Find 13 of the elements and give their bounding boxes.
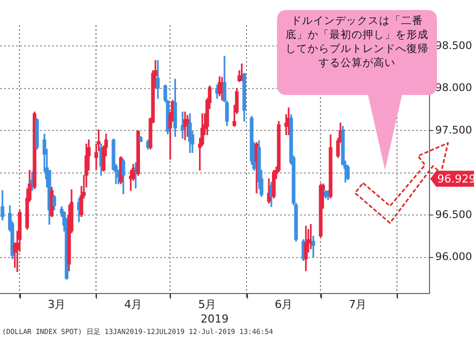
y-tick-label: 98.000 — [435, 82, 472, 94]
x-tick-label: 4月 — [124, 298, 142, 312]
text: 96.929 — [437, 172, 475, 186]
x-tick-label: 7月 — [348, 298, 367, 312]
y-tick-label: 96.000 — [435, 251, 472, 264]
y-tick-label: 96.500 — [435, 208, 472, 221]
x-axis-title: 2019 — [200, 312, 229, 326]
x-tick-label: 5月 — [198, 298, 216, 312]
y-tick-label: 98.500 — [435, 40, 472, 52]
y-tick-label: 97.500 — [435, 124, 472, 136]
x-tick-label: 6月 — [274, 298, 293, 312]
annotation: ドルインデックスは「二番底」か「最初の押し」を形成してからブルトレンドへ復帰する公算が高い — [284, 14, 430, 70]
x-tick-label: 3月 — [48, 298, 66, 312]
